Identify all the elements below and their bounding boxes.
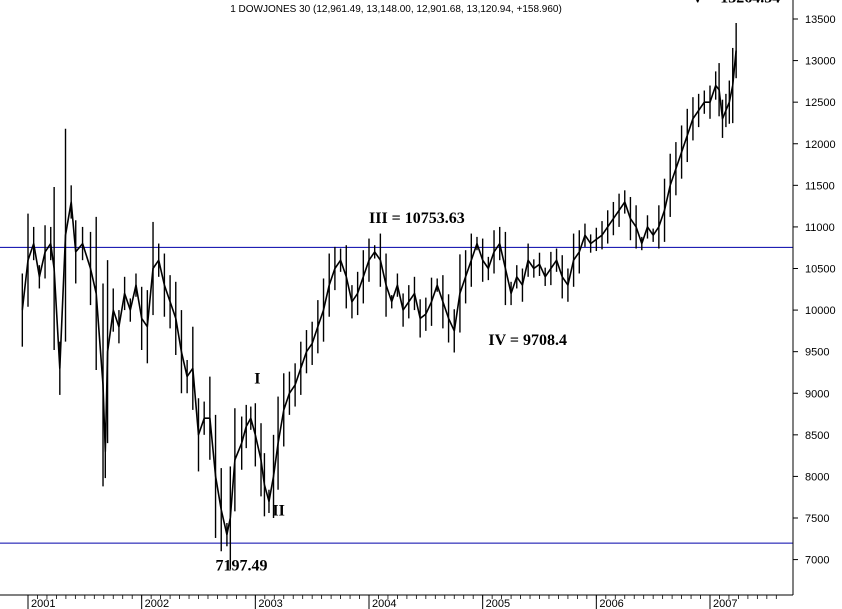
y-tick-label: 11000 xyxy=(805,222,835,234)
y-tick-label: 11500 xyxy=(805,180,835,192)
y-axis-ticks: 7000 7500 8000 8500 9000 9500 10000 10500 11000 1… xyxy=(793,14,836,567)
annotation-4: II xyxy=(272,503,284,520)
y-tick-label: 7000 xyxy=(805,555,829,567)
y-tick-label: 12000 xyxy=(805,139,836,151)
chart-title: 1 DOWJONES 30 (12,961.49, 13,148.00, 12,… xyxy=(230,4,562,15)
price-series xyxy=(21,22,737,570)
x-tick-label: 2003 xyxy=(258,598,282,609)
x-tick-label: 2006 xyxy=(599,598,623,609)
annotation-1: III = 10753.63 xyxy=(369,210,465,227)
annotation-3: I xyxy=(254,370,260,387)
x-tick-label: 2007 xyxy=(713,598,737,609)
x-tick-label: 2002 xyxy=(145,598,169,609)
x-tick-label: 2004 xyxy=(372,598,396,609)
annotation-5: 7197.49 xyxy=(216,557,268,574)
y-tick-label: 9000 xyxy=(805,388,829,400)
y-tick-label: 13500 xyxy=(805,14,836,26)
y-tick-label: 8500 xyxy=(805,430,829,442)
y-tick-label: 13000 xyxy=(805,56,836,68)
y-tick-label: 9500 xyxy=(805,347,829,359)
series-line-0 xyxy=(21,50,737,536)
x-tick-label: 2001 xyxy=(31,598,55,609)
y-tick-label: 12500 xyxy=(805,97,836,109)
x-tick-label: 2005 xyxy=(486,598,510,609)
y-tick-label: 8000 xyxy=(805,471,829,483)
annotation-2: IV = 9708.4 xyxy=(488,332,567,349)
horizontal-lines xyxy=(0,246,793,544)
y-tick-label: 10000 xyxy=(805,305,836,317)
y-tick-label: 7500 xyxy=(805,513,829,525)
y-tick-label: 10500 xyxy=(805,264,836,276)
annotation-0: V = 13264.54 xyxy=(692,0,780,6)
x-axis-ticks: 2001 2002 2003 2004 2005 2006 2007 xyxy=(27,595,777,609)
